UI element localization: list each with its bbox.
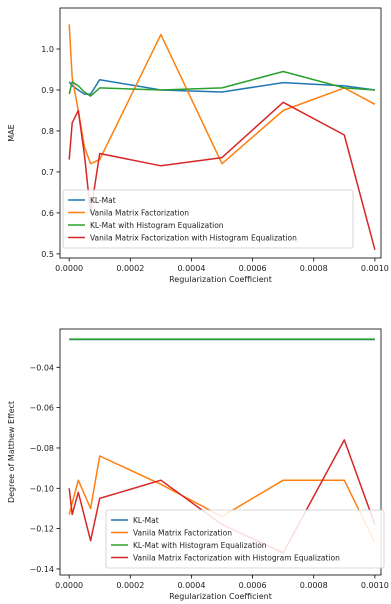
series-line-4 — [68, 439, 376, 554]
y-tick-label: −0.04 — [29, 363, 54, 372]
x-tick-label: 0.0006 — [239, 581, 267, 590]
y-axis-label: Degree of Matthew Effect — [7, 401, 16, 503]
legend-label-3: KL-Mat with Histogram Equalization — [90, 221, 224, 230]
legend: KL-Mat Vanila Matrix Factorization KL-Mat … — [105, 509, 385, 569]
series-line-1 — [68, 78, 375, 95]
legend-label-2: Vanila Matrix Factorization — [90, 209, 189, 218]
y-tick-label: 0.9 — [41, 86, 54, 95]
chart-1: 0.0000 0.0002 0.0004 0.0006 0.0008 0.0010 0.5 0… — [7, 7, 389, 284]
y-tick-label: 0.7 — [41, 168, 54, 177]
legend-label-3: KL-Mat with Histogram Equalization — [133, 541, 267, 550]
series-line-3 — [68, 70, 375, 97]
x-axis-label: Regularization Coefficient — [169, 275, 272, 284]
series-line-4 — [68, 101, 376, 250]
x-tick-label: 0.0002 — [116, 581, 144, 590]
plot-frame — [59, 7, 382, 259]
x-tick-label: 0.0010 — [361, 264, 389, 273]
x-tick-label: 0.0004 — [177, 264, 205, 273]
y-tick-label: −0.10 — [29, 484, 54, 493]
y-tick-label: 0.5 — [41, 250, 54, 259]
y-axis-label: MAE — [7, 124, 16, 141]
legend-label-1: KL-Mat — [90, 196, 116, 205]
y-tick-label: −0.12 — [29, 525, 54, 534]
y-tick-label: 0.6 — [41, 209, 54, 218]
series-line-2 — [68, 24, 376, 165]
y-tick-label: −0.08 — [29, 444, 54, 453]
series-line-2 — [68, 455, 376, 544]
x-tick-label: 0.0010 — [361, 581, 389, 590]
y-tick-label: −0.06 — [29, 404, 54, 413]
x-tick-label: 0.0004 — [177, 581, 205, 590]
y-tick-label: 1.0 — [41, 45, 54, 54]
legend-label-2: Vanila Matrix Factorization — [133, 529, 232, 538]
x-tick-label: 0.0000 — [55, 581, 83, 590]
legend-label-4: Vanila Matrix Factorization with Histogr… — [133, 554, 340, 563]
y-tick-label: −0.14 — [29, 565, 54, 574]
legend: KL-Mat Vanila Matrix Factorization KL-Mat … — [62, 189, 354, 249]
x-tick-label: 0.0008 — [300, 581, 328, 590]
y-tick-label: 0.8 — [41, 127, 54, 136]
chart-2: 0.0000 0.0002 0.0004 0.0006 0.0008 0.0010 −0.1… — [7, 328, 389, 601]
x-axis-label: Regularization Coefficient — [169, 592, 272, 601]
x-tick-label: 0.0006 — [239, 264, 267, 273]
legend-label-4: Vanila Matrix Factorization with Histogr… — [90, 234, 297, 243]
x-tick-label: 0.0002 — [116, 264, 144, 273]
legend-label-1: KL-Mat — [133, 516, 159, 525]
legend-box — [105, 509, 385, 569]
x-tick-label: 0.0000 — [55, 264, 83, 273]
x-tick-label: 0.0008 — [300, 264, 328, 273]
plot-frame — [59, 328, 382, 576]
legend-box — [62, 189, 354, 249]
